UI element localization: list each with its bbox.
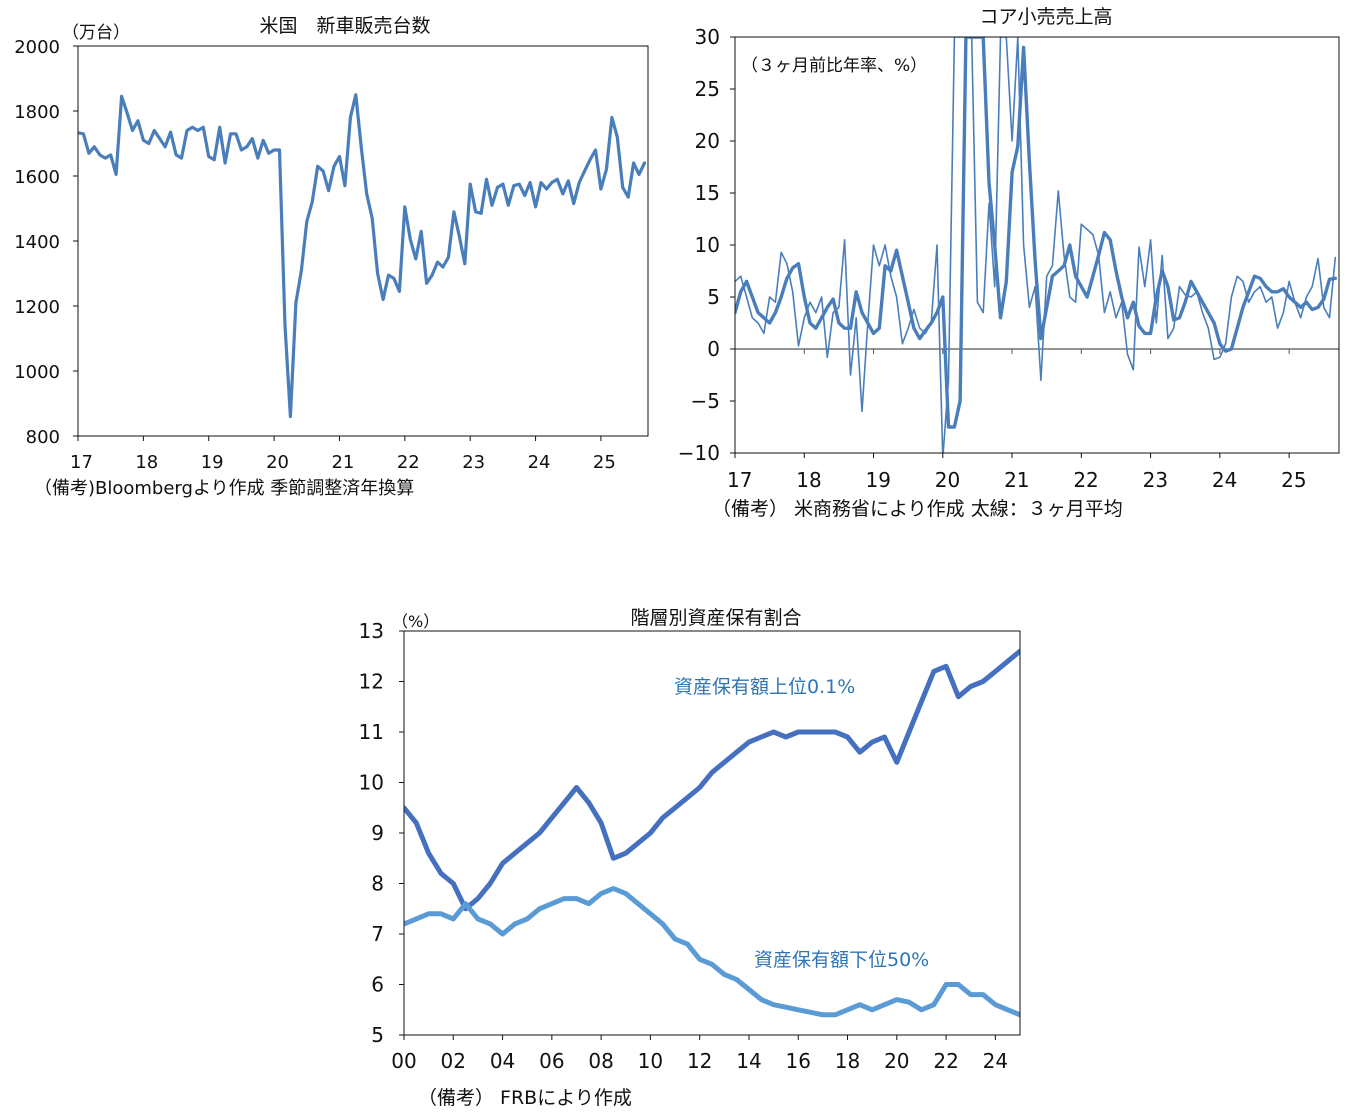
chart2-note: （備考） 米商務省により作成 太線：３ヶ月平均 — [712, 498, 1123, 520]
x-tick-label: 00 — [391, 1049, 416, 1073]
x-tick-label: 19 — [866, 468, 891, 492]
y-tick-label: 9 — [371, 821, 384, 845]
chart1-title: 米国 新車販売台数 — [259, 15, 430, 37]
y-tick-label: 25 — [695, 77, 720, 101]
y-tick-label: 13 — [359, 619, 384, 643]
series-line-1-1 — [735, 37, 1338, 429]
y-tick-label: 7 — [371, 922, 384, 946]
x-tick-label: 22 — [933, 1049, 958, 1073]
y-tick-label: 1400 — [14, 232, 60, 253]
y-tick-label: 10 — [359, 771, 384, 795]
y-tick-label: 2000 — [14, 37, 60, 58]
x-tick-label: 24 — [528, 452, 551, 473]
y-tick-label: 800 — [26, 427, 60, 448]
y-tick-label: 6 — [371, 973, 384, 997]
y-tick-label: 10 — [695, 233, 720, 257]
x-tick-label: 17 — [727, 468, 752, 492]
series-label-bottom-50-percent: 資産保有額下位50% — [754, 949, 929, 971]
y-tick-label: −5 — [691, 389, 720, 413]
chart1-unit-label: （万台） — [62, 23, 130, 43]
chart2-unit-label: （３ヶ月前比年率、%） — [741, 56, 927, 76]
y-tick-label: 8 — [371, 872, 384, 896]
chart2-plot-frame — [734, 36, 1340, 454]
y-tick-label: 30 — [695, 25, 720, 49]
series-line-2-0 — [404, 648, 1020, 912]
x-tick-label: 16 — [786, 1049, 811, 1073]
y-tick-label: 0 — [707, 337, 720, 361]
chart3-unit-label: （%） — [392, 612, 439, 631]
x-tick-label: 24 — [1212, 468, 1237, 492]
x-tick-label: 20 — [884, 1049, 909, 1073]
y-tick-label: 1200 — [14, 297, 60, 318]
y-tick-label: 5 — [707, 285, 720, 309]
y-tick-label: 1600 — [14, 167, 60, 188]
y-tick-label: 1800 — [14, 102, 60, 123]
series-label-top-0-1-percent: 資産保有額上位0.1% — [674, 676, 855, 698]
x-tick-label: 06 — [539, 1049, 564, 1073]
x-tick-label: 22 — [397, 452, 420, 473]
chart3-note: （備考） FRBにより作成 — [418, 1087, 632, 1109]
x-tick-label: 20 — [266, 452, 289, 473]
x-tick-label: 23 — [462, 452, 485, 473]
chart-wealth-share: 階層別資産保有割合 （%） 13 12 11 10 9 8 7 6 5 00 02 04 06 08 10… — [359, 607, 1021, 1109]
x-tick-label: 17 — [70, 452, 93, 473]
series-line-2-1 — [404, 886, 1020, 1018]
chart3-plot-frame — [403, 630, 1021, 1036]
x-tick-label: 19 — [201, 452, 224, 473]
chart2-title: コア小売売上高 — [979, 6, 1112, 28]
y-tick-label: 20 — [695, 129, 720, 153]
chart3-title: 階層別資産保有割合 — [630, 607, 801, 629]
x-tick-label: 18 — [796, 468, 821, 492]
y-tick-label: 11 — [359, 720, 384, 744]
y-tick-label: 5 — [371, 1023, 384, 1047]
y-tick-label: 12 — [359, 670, 384, 694]
x-tick-label: 18 — [835, 1049, 860, 1073]
x-tick-label: 18 — [135, 452, 158, 473]
chart1-plot-frame — [77, 45, 649, 437]
x-tick-label: 21 — [331, 452, 354, 473]
x-tick-label: 25 — [593, 452, 616, 473]
chart-core-retail-sales: コア小売売上高 30 25 20 15 10 5 0 −5 −10 17 18 19 20 21 22 23… — [678, 6, 1340, 520]
x-tick-label: 22 — [1073, 468, 1098, 492]
x-tick-label: 08 — [588, 1049, 613, 1073]
y-tick-label: 15 — [695, 181, 720, 205]
x-tick-label: 23 — [1143, 468, 1168, 492]
x-tick-label: 24 — [983, 1049, 1008, 1073]
x-tick-label: 20 — [935, 468, 960, 492]
x-tick-label: 04 — [490, 1049, 515, 1073]
series-line-0-0 — [78, 93, 647, 419]
x-tick-label: 14 — [736, 1049, 761, 1073]
chart1-note: （備考)Bloombergより作成 季節調整済年換算 — [34, 478, 414, 499]
y-tick-label: −10 — [678, 441, 720, 465]
y-tick-label: 1000 — [14, 362, 60, 383]
x-tick-label: 12 — [687, 1049, 712, 1073]
x-tick-label: 25 — [1281, 468, 1306, 492]
x-tick-label: 10 — [638, 1049, 663, 1073]
x-tick-label: 02 — [441, 1049, 466, 1073]
x-tick-label: 21 — [1004, 468, 1029, 492]
chart-new-vehicle-sales: 米国 新車販売台数 （万台） 2000 1800 1600 1400 1200 1000 8… — [14, 15, 649, 499]
